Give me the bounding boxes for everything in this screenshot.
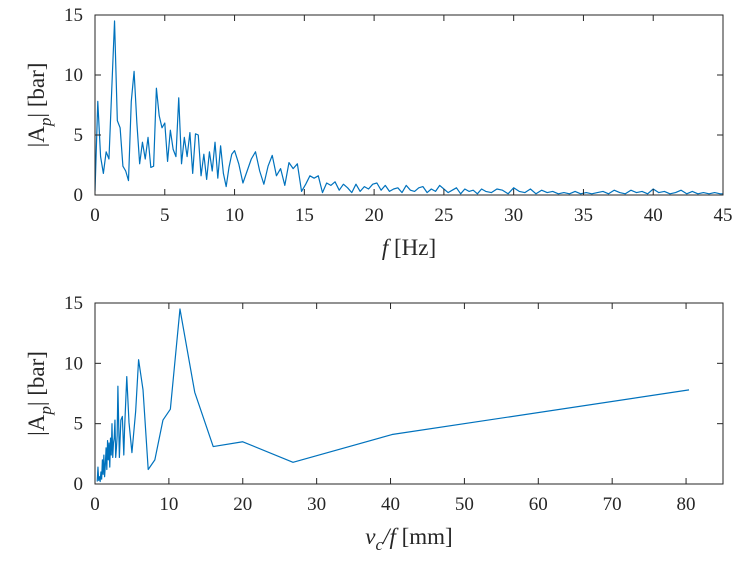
chart-panel-bottom: 0 10 20 30 40 50 60 70 80 0 5 10 15 vc/f [mm] |Ap| [ba… (24, 293, 724, 554)
x-axis-label: f [Hz] (382, 235, 436, 260)
x-tick-label: 30 (307, 494, 326, 515)
x-tick-label: 0 (90, 494, 100, 515)
x-tick-label: 60 (529, 494, 548, 515)
y-tick-label: 15 (64, 5, 83, 26)
x-axis-label: vc/f [mm] (365, 524, 452, 554)
y-tick-label: 10 (64, 353, 83, 374)
x-tick-label: 50 (455, 494, 474, 515)
y-tick-label: 5 (74, 414, 84, 435)
x-tick-label: 45 (714, 205, 733, 226)
y-tick-label: 10 (64, 65, 83, 86)
x-tick-label: 0 (90, 205, 100, 226)
chart-panel-top: 0 5 10 15 20 25 30 35 40 45 0 5 10 15 f [Hz] |Ap| [bar] (24, 5, 733, 260)
x-tick-label: 10 (225, 205, 244, 226)
x-tick-label: 40 (644, 205, 663, 226)
y-tick-label: 15 (64, 293, 83, 314)
x-tick-label: 20 (365, 205, 384, 226)
series-line-0 (95, 20, 723, 195)
x-tick-label: 80 (677, 494, 696, 515)
x-tick-label: 10 (159, 494, 178, 515)
y-tick-label: 5 (74, 125, 84, 146)
y-axis-label: |Ap| [bar] (24, 351, 55, 436)
x-tick-label: 30 (504, 205, 523, 226)
x-tick-label: 25 (434, 205, 453, 226)
y-tick-label: 0 (74, 474, 84, 495)
x-tick-label: 5 (160, 205, 170, 226)
x-tick-label: 15 (295, 205, 314, 226)
x-tick-label: 35 (574, 205, 593, 226)
y-axis-label: |Ap| [bar] (24, 63, 55, 148)
x-tick-label: 70 (603, 494, 622, 515)
axes-box (94, 302, 724, 485)
x-tick-label: 40 (381, 494, 400, 515)
series-line-0 (96, 308, 690, 483)
axes-box (94, 14, 724, 196)
y-tick-label: 0 (74, 185, 84, 206)
x-tick-label: 20 (233, 494, 252, 515)
